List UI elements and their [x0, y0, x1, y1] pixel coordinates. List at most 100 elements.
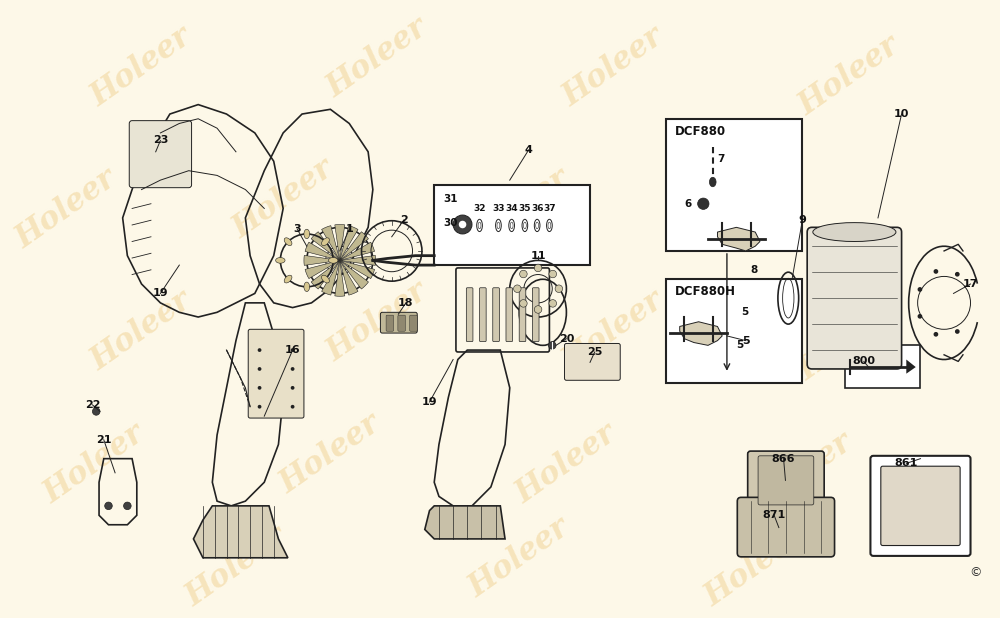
Text: Holeer: Holeer: [274, 408, 387, 500]
FancyBboxPatch shape: [881, 466, 960, 546]
FancyBboxPatch shape: [666, 279, 802, 383]
Text: 866: 866: [772, 454, 795, 464]
Text: 36: 36: [531, 204, 543, 213]
Wedge shape: [340, 232, 368, 260]
FancyBboxPatch shape: [410, 315, 417, 331]
Text: 4: 4: [525, 145, 533, 155]
Text: 32: 32: [473, 204, 486, 213]
Text: Holeer: Holeer: [10, 163, 122, 255]
Wedge shape: [335, 260, 345, 296]
Polygon shape: [425, 506, 505, 539]
FancyBboxPatch shape: [480, 288, 486, 342]
Text: 9: 9: [799, 215, 806, 225]
Text: 17: 17: [963, 279, 978, 289]
Text: Holeer: Holeer: [510, 418, 623, 509]
Circle shape: [555, 285, 563, 292]
Circle shape: [955, 272, 960, 277]
Text: 8: 8: [751, 265, 758, 275]
Polygon shape: [680, 322, 722, 345]
FancyBboxPatch shape: [845, 345, 920, 388]
Text: 35: 35: [519, 204, 531, 213]
Ellipse shape: [709, 177, 716, 187]
Polygon shape: [717, 227, 760, 251]
Circle shape: [520, 270, 527, 278]
Circle shape: [955, 329, 960, 334]
Circle shape: [291, 348, 294, 352]
Text: Holeer: Holeer: [793, 30, 906, 122]
Wedge shape: [340, 260, 368, 289]
FancyBboxPatch shape: [129, 121, 192, 188]
Circle shape: [698, 198, 709, 210]
Text: Holeer: Holeer: [227, 153, 339, 245]
Text: 25: 25: [587, 347, 602, 357]
Text: 23: 23: [153, 135, 168, 145]
Text: 6: 6: [684, 199, 692, 209]
Text: 18: 18: [398, 298, 414, 308]
FancyBboxPatch shape: [398, 315, 405, 331]
Polygon shape: [193, 506, 288, 558]
Text: 22: 22: [85, 400, 100, 410]
Text: Holeer: Holeer: [746, 427, 859, 519]
Text: Holeer: Holeer: [321, 276, 434, 368]
Text: Holeer: Holeer: [85, 286, 198, 377]
Text: Holeer: Holeer: [321, 12, 434, 103]
Polygon shape: [906, 360, 916, 374]
Ellipse shape: [322, 238, 329, 245]
Circle shape: [934, 269, 938, 274]
FancyBboxPatch shape: [434, 185, 590, 265]
Text: 5: 5: [742, 336, 750, 345]
Circle shape: [918, 287, 922, 292]
FancyBboxPatch shape: [506, 288, 513, 342]
Text: 1: 1: [345, 224, 353, 234]
Circle shape: [291, 386, 294, 390]
Circle shape: [549, 270, 557, 278]
Wedge shape: [322, 260, 340, 295]
Text: Holeer: Holeer: [699, 163, 812, 255]
Text: 33: 33: [492, 204, 505, 213]
Text: 31: 31: [444, 194, 458, 204]
FancyBboxPatch shape: [380, 312, 417, 333]
Text: 30: 30: [444, 218, 458, 227]
Circle shape: [258, 348, 261, 352]
FancyBboxPatch shape: [386, 315, 394, 331]
FancyBboxPatch shape: [748, 451, 824, 509]
Wedge shape: [340, 255, 376, 265]
Text: 34: 34: [505, 204, 518, 213]
FancyBboxPatch shape: [519, 288, 526, 342]
Text: 16: 16: [285, 345, 300, 355]
Text: DCF880: DCF880: [675, 125, 726, 138]
FancyBboxPatch shape: [758, 456, 814, 505]
Ellipse shape: [813, 222, 896, 242]
Ellipse shape: [328, 258, 338, 263]
Circle shape: [548, 342, 556, 349]
Circle shape: [258, 367, 261, 371]
Text: 19: 19: [153, 289, 168, 298]
Text: Holeer: Holeer: [38, 418, 151, 509]
Text: 7: 7: [717, 154, 725, 164]
Wedge shape: [304, 255, 340, 265]
FancyBboxPatch shape: [807, 227, 902, 369]
Text: 37: 37: [543, 204, 556, 213]
Circle shape: [534, 264, 542, 272]
Circle shape: [291, 405, 294, 408]
Text: 5: 5: [741, 307, 748, 317]
Circle shape: [291, 367, 294, 371]
FancyBboxPatch shape: [466, 288, 473, 342]
Text: 800: 800: [852, 357, 875, 366]
Wedge shape: [311, 232, 340, 260]
Circle shape: [105, 502, 112, 510]
Ellipse shape: [284, 275, 292, 283]
Wedge shape: [340, 226, 358, 260]
Ellipse shape: [322, 275, 329, 283]
Text: Holeer: Holeer: [557, 286, 670, 377]
Circle shape: [514, 285, 521, 292]
Text: Holeer: Holeer: [793, 295, 906, 386]
Circle shape: [258, 386, 261, 390]
Text: Holeer: Holeer: [180, 522, 292, 613]
Text: 10: 10: [894, 109, 909, 119]
FancyBboxPatch shape: [493, 288, 499, 342]
Wedge shape: [340, 242, 375, 260]
Wedge shape: [322, 226, 340, 260]
Ellipse shape: [304, 282, 310, 292]
Text: Holeer: Holeer: [85, 21, 198, 112]
